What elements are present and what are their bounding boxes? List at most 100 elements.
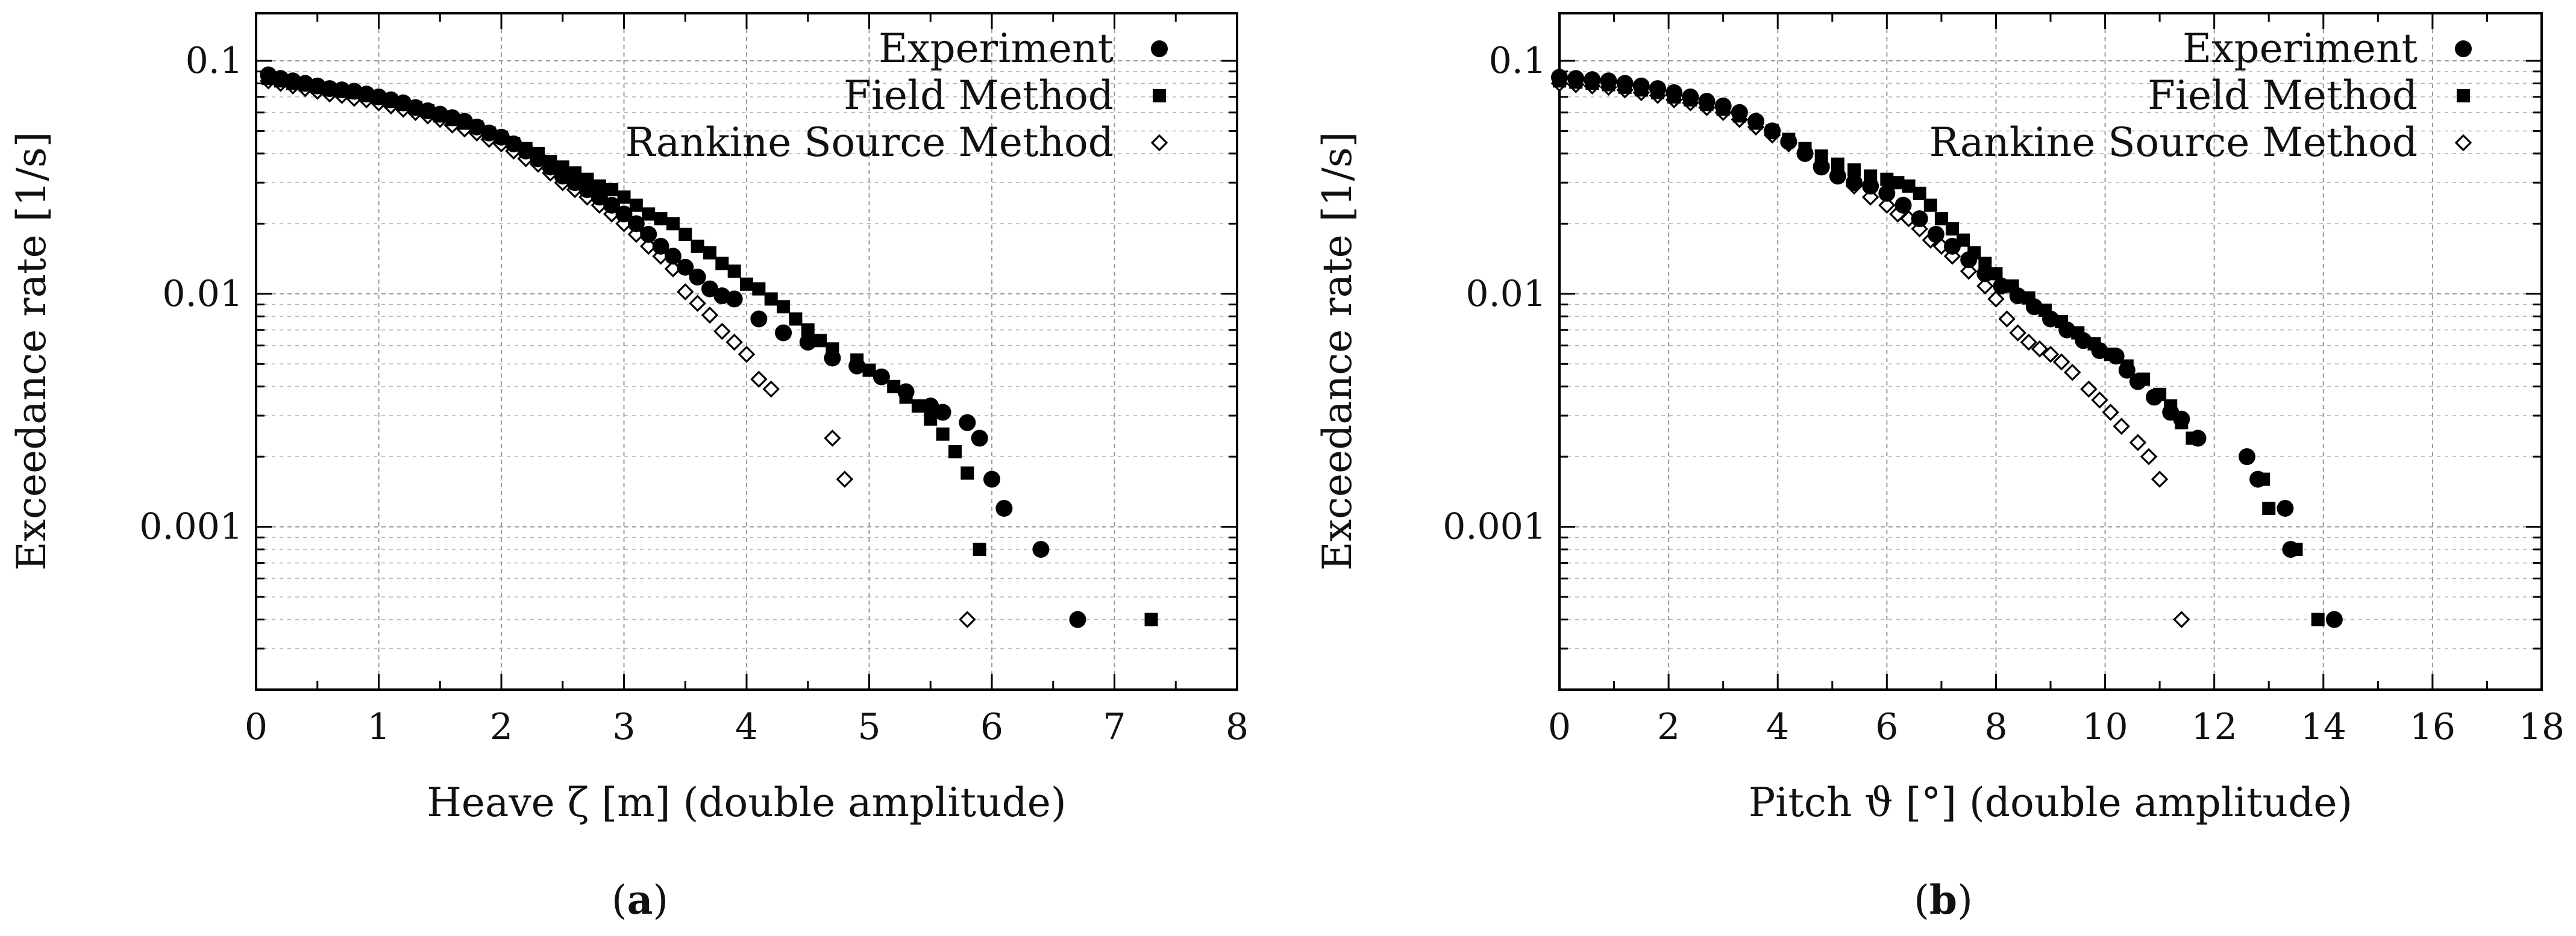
panel-a-point-field-method bbox=[629, 198, 643, 212]
panel-b-point-rankine-source-method bbox=[1878, 196, 1896, 214]
x-tick-label: 2 bbox=[1657, 706, 1680, 748]
panel-a-point-field-method bbox=[813, 334, 827, 348]
panel-a-point-experiment bbox=[701, 280, 718, 298]
panel-a-point-experiment bbox=[652, 237, 669, 255]
panel-b-point-experiment bbox=[1894, 196, 1912, 214]
panel-b-tick-labels: 0.001 0.01 0.1 0 2 4 6 8 10 12 14 16 18 bbox=[1443, 40, 2565, 748]
panel-b-point-field-method bbox=[2262, 501, 2276, 515]
panel-b-point-experiment bbox=[2173, 410, 2190, 428]
x-tick-label: 3 bbox=[612, 706, 635, 748]
panel-a-point-field-method bbox=[777, 300, 791, 314]
panel-b-point-rankine-source-method bbox=[2031, 340, 2049, 358]
panel-a-legend-swatch-field-method bbox=[1153, 89, 1166, 102]
panel-a-point-experiment bbox=[725, 290, 743, 308]
panel-a-point-field-method bbox=[973, 543, 986, 557]
panel-b-point-rankine-source-method bbox=[2063, 363, 2081, 381]
panel-b-point-experiment bbox=[1829, 167, 1846, 185]
panel-b-point-rankine-source-method bbox=[2020, 333, 2038, 351]
panel-b-point-rankine-source-method bbox=[2052, 353, 2070, 371]
panel-b-point-experiment bbox=[2129, 373, 2146, 390]
x-tick-label: 10 bbox=[2082, 706, 2128, 748]
panel-a-point-field-method bbox=[605, 183, 619, 196]
x-tick-label: 1 bbox=[367, 706, 390, 748]
x-tick-label: 6 bbox=[980, 706, 1003, 748]
panel-a-point-experiment bbox=[627, 215, 645, 232]
panel-a-point-experiment bbox=[505, 135, 522, 152]
panel-a-legend-swatch-rankine-source-method bbox=[1150, 134, 1168, 152]
panel-b-point-experiment bbox=[1862, 177, 1879, 195]
panel-b-point-field-method bbox=[1946, 222, 1959, 236]
panel-b-point-experiment bbox=[1600, 72, 1617, 90]
panel-b-point-experiment bbox=[2239, 448, 2255, 466]
panel-b-point-experiment bbox=[1567, 70, 1585, 87]
panel-b-point-rankine-source-method bbox=[2091, 391, 2108, 409]
panel-b-point-rankine-source-method bbox=[2113, 417, 2130, 435]
panel-b-legend-label-rankine-source-method: Rankine Source Method bbox=[1929, 119, 2418, 166]
panel-b-point-experiment bbox=[2189, 429, 2207, 447]
panel-a-point-experiment bbox=[640, 226, 657, 243]
panel-a-point-experiment bbox=[615, 205, 633, 223]
panel-a-y-axis-title: Exceedance rate [1/s] bbox=[8, 132, 55, 571]
panel-a-point-experiment bbox=[959, 414, 976, 431]
panel-b-point-rankine-source-method bbox=[1976, 277, 1994, 295]
panel-b-point-rankine-source-method bbox=[2102, 404, 2119, 421]
panel-a-point-rankine-source-method bbox=[725, 333, 743, 351]
panel-a-point-experiment bbox=[664, 248, 682, 265]
panel-a-point-experiment bbox=[848, 357, 866, 375]
panel-a-point-experiment bbox=[566, 174, 584, 192]
panel-a-point-experiment bbox=[333, 81, 351, 99]
x-tick-label: 5 bbox=[857, 706, 880, 748]
panel-b-point-experiment bbox=[2025, 298, 2043, 316]
panel-a-legend-swatch-experiment bbox=[1151, 40, 1168, 57]
panel-a-point-experiment bbox=[775, 324, 792, 342]
panel-b-point-experiment bbox=[2042, 310, 2059, 328]
panel-b-point-experiment bbox=[1976, 265, 1994, 282]
y-tick-label: 0.1 bbox=[1489, 40, 1546, 82]
panel-a-tick-labels: 0.001 0.01 0.1 0 1 2 3 4 5 6 7 8 bbox=[139, 40, 1249, 748]
panel-b-point-experiment bbox=[1649, 80, 1666, 98]
panel-a-point-experiment bbox=[677, 258, 694, 276]
panel-b-point-rankine-source-method bbox=[2140, 448, 2158, 466]
y-tick-label: 0.1 bbox=[186, 40, 243, 82]
panel-a-point-experiment bbox=[983, 470, 1000, 488]
panel-b-point-experiment bbox=[1993, 277, 2010, 295]
panel-b-point-field-method bbox=[1902, 179, 1916, 193]
y-tick-label: 0.001 bbox=[139, 506, 243, 548]
panel-a-point-experiment bbox=[873, 368, 890, 385]
panel-b-point-experiment bbox=[1911, 210, 1928, 228]
x-tick-label: 8 bbox=[1984, 706, 2007, 748]
panel-b-point-experiment bbox=[2107, 348, 2125, 365]
panel-a-point-experiment bbox=[1069, 611, 1086, 628]
panel-a-ticks bbox=[255, 13, 1238, 690]
panel-b-point-experiment bbox=[2091, 342, 2108, 360]
panel-a-point-experiment bbox=[897, 383, 915, 401]
x-tick-label: 0 bbox=[245, 706, 268, 748]
panel-a-point-field-method bbox=[764, 292, 778, 306]
panel-a-point-field-method bbox=[727, 264, 741, 278]
panel-b-point-rankine-source-method bbox=[2173, 611, 2190, 628]
panel-a-point-experiment bbox=[799, 334, 816, 351]
panel-b-point-experiment bbox=[1584, 71, 1601, 89]
panel-b-ticks bbox=[1558, 13, 2543, 690]
panel-a-legend: Experiment Field Method Rankine Source M… bbox=[625, 25, 1168, 166]
panel-b-point-experiment bbox=[1927, 226, 1945, 243]
x-tick-label: 6 bbox=[1875, 706, 1898, 748]
panel-a-point-experiment bbox=[934, 404, 951, 421]
panel-b-point-experiment bbox=[1682, 88, 1699, 105]
panel-b-markers bbox=[1550, 69, 2343, 628]
panel-b-point-rankine-source-method bbox=[1998, 310, 2016, 328]
panel-a-point-experiment bbox=[591, 189, 608, 206]
panel-b-point-rankine-source-method bbox=[2009, 324, 2026, 342]
panel-b-point-experiment bbox=[1731, 104, 1748, 121]
panel-b-point-experiment bbox=[1846, 174, 1863, 192]
panel-b-point-rankine-source-method bbox=[1987, 290, 2005, 308]
panel-a-point-field-method bbox=[948, 445, 962, 458]
panel-a-point-experiment bbox=[517, 142, 534, 160]
panel-a-point-field-method bbox=[961, 466, 974, 480]
panel-b-point-experiment bbox=[2325, 611, 2343, 628]
panel-a-point-experiment bbox=[321, 80, 339, 98]
panel-b-plot-frame bbox=[1558, 12, 2543, 691]
panel-b-legend-swatch-experiment bbox=[2455, 40, 2472, 57]
panel-a-legend-label-experiment: Experiment bbox=[879, 25, 1114, 72]
